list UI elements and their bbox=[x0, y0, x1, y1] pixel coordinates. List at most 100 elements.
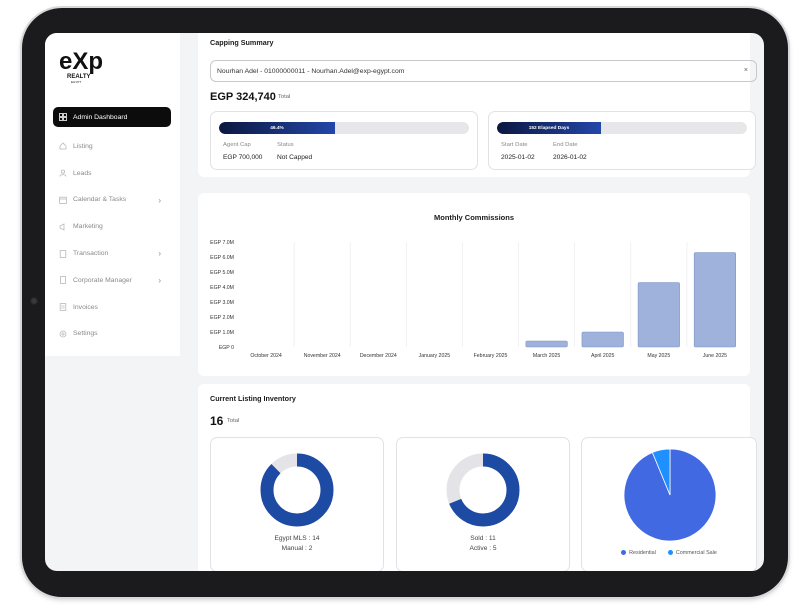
x-tick-label: December 2024 bbox=[360, 353, 397, 359]
logo-sub: REALTY bbox=[67, 74, 91, 80]
logo-text: eXp bbox=[59, 48, 103, 75]
calendar-icon bbox=[59, 196, 67, 204]
legend-label: Commercial Sale bbox=[675, 550, 717, 556]
sidebar-item-settings[interactable]: Settings bbox=[53, 321, 171, 348]
legend-residential[interactable]: Residential bbox=[621, 550, 656, 556]
capping-summary-title: Capping Summary bbox=[210, 38, 274, 47]
chart-title: Monthly Commissions bbox=[433, 213, 514, 222]
sidebar-item-marketing[interactable]: Marketing bbox=[53, 213, 171, 240]
chevron-right-icon: › bbox=[158, 195, 161, 205]
x-tick-label: October 2024 bbox=[250, 353, 282, 359]
sidebar-item-listing[interactable]: Listing bbox=[53, 133, 171, 160]
period-box: 152 Elapsed Days Start Date 2025-01-02 E… bbox=[488, 111, 756, 170]
monthly-commissions-card: Monthly Commissions EGP 0 EGP 1.0M EGP 2.0… bbox=[198, 193, 750, 376]
status-label: Status bbox=[277, 142, 294, 148]
days-progress-label: 152 Elapsed Days bbox=[528, 125, 570, 131]
pie-slice bbox=[651, 448, 671, 496]
sidebar-nav: Admin Dashboard Listing Leads Calendar &… bbox=[53, 107, 171, 347]
gear-icon bbox=[59, 330, 67, 338]
logo-sub2: EGYPT bbox=[71, 80, 81, 84]
donut1-line1: Egypt MLS : 14 bbox=[274, 535, 320, 542]
inventory-title: Current Listing Inventory bbox=[210, 394, 296, 403]
sidebar-item-label: Calendar & Tasks bbox=[73, 196, 127, 204]
camera-icon bbox=[30, 297, 38, 305]
bar bbox=[581, 331, 624, 348]
legend-label: Residential bbox=[629, 550, 656, 556]
y-tick-label: EGP 5.0M bbox=[210, 270, 234, 276]
type-pie-card: Residential Commercial Sale bbox=[581, 437, 757, 571]
bar bbox=[693, 252, 737, 348]
sidebar-item-admin-dashboard[interactable]: Admin Dashboard bbox=[53, 107, 171, 127]
days-progress-fill: 152 Elapsed Days bbox=[497, 122, 601, 134]
agent-cap-box: 46.4% Agent Cap EGP 700,000 Status Not C… bbox=[210, 111, 478, 170]
status-donut-card: Sold : 11 Active : 5 bbox=[396, 437, 570, 571]
legend-commercial[interactable]: Commercial Sale bbox=[667, 550, 717, 556]
sidebar-item-label: Admin Dashboard bbox=[73, 113, 128, 121]
start-date-value: 2025-01-02 bbox=[501, 154, 535, 161]
sidebar-item-label: Settings bbox=[73, 330, 98, 338]
exp-logo: eXp REALTY EGYPT bbox=[58, 45, 118, 85]
sidebar-item-label: Marketing bbox=[73, 223, 103, 231]
cap-progress-label: 46.4% bbox=[270, 125, 284, 131]
capping-total-label: Total bbox=[278, 94, 291, 100]
agent-select[interactable]: Nourhan Adel - 01000000011 - Nourhan.Ade… bbox=[210, 60, 757, 82]
donut2-line1: Sold : 11 bbox=[470, 535, 496, 542]
sidebar-item-transaction[interactable]: Transaction › bbox=[53, 240, 171, 267]
document-icon bbox=[59, 249, 67, 258]
x-tick-label: November 2024 bbox=[304, 353, 341, 359]
sidebar-item-label: Leads bbox=[73, 169, 92, 177]
cap-progress-fill: 46.4% bbox=[219, 122, 335, 134]
end-date-label: End Date bbox=[553, 142, 578, 148]
clear-icon[interactable]: × bbox=[743, 67, 748, 74]
sidebar: eXp REALTY EGYPT Admin Dashboard Listing… bbox=[45, 33, 180, 356]
cap-progress-bar: 46.4% bbox=[219, 122, 469, 134]
days-progress-bar: 152 Elapsed Days bbox=[497, 122, 747, 134]
donut2-line2: Active : 5 bbox=[469, 545, 497, 552]
sidebar-item-calendar-tasks[interactable]: Calendar & Tasks › bbox=[53, 187, 171, 214]
invoice-icon bbox=[59, 303, 67, 311]
bar bbox=[637, 282, 680, 348]
y-tick-label: EGP 4.0M bbox=[210, 285, 234, 291]
agent-cap-value: EGP 700,000 bbox=[223, 154, 263, 161]
inventory-total-label: Total bbox=[227, 418, 240, 424]
source-donut-card: Egypt MLS : 14 Manual : 2 bbox=[210, 437, 384, 571]
building-icon bbox=[59, 276, 67, 285]
sidebar-item-leads[interactable]: Leads bbox=[53, 160, 171, 187]
y-tick-label: EGP 1.0M bbox=[210, 330, 234, 336]
agent-select-value: Nourhan Adel - 01000000011 - Nourhan.Ade… bbox=[217, 67, 405, 75]
donut1-line2: Manual : 2 bbox=[281, 545, 313, 552]
x-tick-label: April 2025 bbox=[591, 353, 614, 359]
bar bbox=[525, 340, 568, 348]
legend-dot bbox=[667, 550, 673, 556]
status-value: Not Capped bbox=[277, 154, 313, 161]
y-tick-label: EGP 7.0M bbox=[210, 240, 234, 246]
end-date-value: 2026-01-02 bbox=[553, 154, 587, 161]
grid-icon bbox=[59, 113, 67, 121]
sidebar-item-corporate-manager[interactable]: Corporate Manager › bbox=[53, 267, 171, 294]
source-donut-chart bbox=[260, 453, 334, 527]
inventory-count: 16 bbox=[210, 414, 224, 428]
listing-inventory-card: Current Listing Inventory 16 Total Egypt… bbox=[198, 384, 757, 571]
x-tick-label: May 2025 bbox=[647, 353, 670, 359]
monthly-commissions-chart: EGP 0 EGP 1.0M EGP 2.0M EGP 3.0M EGP 4.0M EGP… bbox=[210, 240, 737, 359]
start-date-label: Start Date bbox=[501, 142, 528, 148]
home-icon bbox=[59, 142, 67, 150]
capping-total-amount: EGP 324,740 bbox=[210, 91, 276, 103]
donut-segment bbox=[446, 453, 520, 527]
legend-dot bbox=[621, 550, 627, 556]
sidebar-item-label: Corporate Manager bbox=[73, 276, 132, 284]
y-tick-label: EGP 2.0M bbox=[210, 315, 234, 321]
agent-cap-label: Agent Cap bbox=[223, 142, 251, 148]
pie-legend: Residential Commercial Sale bbox=[582, 550, 756, 556]
app-screen: eXp REALTY EGYPT Admin Dashboard Listing… bbox=[45, 33, 764, 571]
x-tick-label: February 2025 bbox=[474, 353, 508, 359]
x-tick-label: June 2025 bbox=[703, 353, 727, 359]
capping-summary-card: Capping Summary Nourhan Adel - 010000000… bbox=[198, 33, 757, 177]
chevron-right-icon: › bbox=[158, 249, 161, 259]
sidebar-item-invoices[interactable]: Invoices bbox=[53, 294, 171, 321]
donut-segment bbox=[260, 453, 334, 527]
sidebar-item-label: Invoices bbox=[73, 303, 98, 311]
sidebar-item-label: Listing bbox=[73, 142, 93, 150]
megaphone-icon bbox=[59, 223, 67, 231]
sidebar-item-label: Transaction bbox=[73, 250, 109, 258]
